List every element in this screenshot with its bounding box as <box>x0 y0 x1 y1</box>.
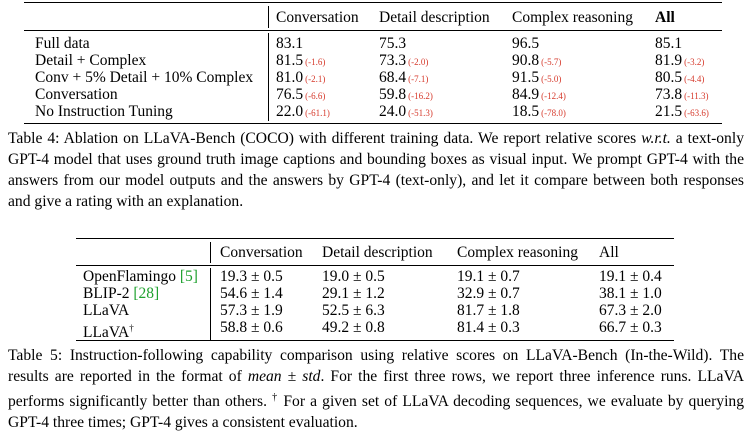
table5-cell: 81.7 ± 1.8 <box>457 302 520 319</box>
table4-header-conversation: Conversation <box>276 9 359 26</box>
table5-caption-text-2: . For the first three rows, we report th… <box>8 368 744 411</box>
citation-link[interactable]: [5] <box>179 268 198 285</box>
table5-caption-label: Table 5: <box>8 347 63 364</box>
table4-cell: 68.4 (-7.1) <box>379 69 429 86</box>
table5-bottom-rule <box>76 340 674 341</box>
table5-caption-text-3: For a given set of LLaVA decoding sequen… <box>8 393 744 432</box>
table5-header-conversation: Conversation <box>220 244 303 261</box>
table5-row-label: BLIP-2 [28] <box>83 285 160 302</box>
table5-cell: 57.3 ± 1.9 <box>220 302 283 319</box>
table4-row-label: Detail + Complex <box>35 52 147 69</box>
table4-mid-rule <box>24 30 722 31</box>
table5-header-separator <box>210 242 211 263</box>
table4-body-separator <box>268 33 269 121</box>
table4-cell: 22.0 (-61.1) <box>276 103 330 120</box>
table5-mid-rule <box>76 265 674 266</box>
table4-cell: 73.8 (-11.3) <box>655 86 709 103</box>
table5-cell: 19.3 ± 0.5 <box>220 268 283 285</box>
table5-caption-text-1: Instruction-following capability compari… <box>8 347 744 385</box>
dagger-mark: † <box>129 323 134 333</box>
table5-cell: 58.8 ± 0.6 <box>220 319 283 336</box>
citation-link[interactable]: [28] <box>133 285 160 302</box>
table5-header-all: All <box>599 244 619 261</box>
table5-cell: 19.1 ± 0.7 <box>457 268 520 285</box>
table4-cell: 83.1 <box>276 35 304 52</box>
table4-cell: 73.3 (-2.0) <box>379 52 429 69</box>
table5-header-complex: Complex reasoning <box>457 244 578 261</box>
table5-cell: 32.9 ± 0.7 <box>457 285 520 302</box>
table4-header-separator <box>268 6 269 28</box>
table5-cell: 19.1 ± 0.4 <box>599 268 662 285</box>
table4-cell: 80.5 (-4.4) <box>655 69 705 86</box>
table4-cell: 59.8 (-16.2) <box>379 86 433 103</box>
table4-row-label: Conv + 5% Detail + 10% Complex <box>35 69 254 86</box>
table4-cell: 90.8 (-5.7) <box>512 52 562 69</box>
table4-top-rule <box>24 2 722 3</box>
table5-caption-format: mean ± std <box>247 368 321 385</box>
table4-cell: 24.0 (-51.3) <box>379 103 433 120</box>
table4-cell: 85.1 <box>655 35 683 52</box>
table4-cell: 84.9 (-12.4) <box>512 86 566 103</box>
table5-cell: 38.1 ± 1.0 <box>599 285 662 302</box>
table4-caption-text-1: Ablation on LLaVA-Bench (COCO) with diff… <box>63 130 637 147</box>
table4-cell: 76.5 (-6.6) <box>276 86 326 103</box>
dagger-mark: † <box>272 392 279 403</box>
table4-caption: Table 4: Ablation on LLaVA-Bench (COCO) … <box>8 128 744 212</box>
table5-cell: 52.5 ± 6.3 <box>322 302 385 319</box>
table4-caption-text-2: a text-only GPT-4 model that uses ground… <box>8 130 744 210</box>
table4-caption-wrt: w.r.t. <box>641 130 671 147</box>
table4-cell: 21.5 (-63.6) <box>655 103 709 120</box>
table5-cell: 81.4 ± 0.3 <box>457 319 520 336</box>
table5-cell: 67.3 ± 2.0 <box>599 302 662 319</box>
table4-header-all: All <box>655 9 675 26</box>
table4-cell: 96.5 <box>512 35 540 52</box>
table4-cell: 91.5 (-5.0) <box>512 69 562 86</box>
table4-caption-label: Table 4: <box>8 130 60 147</box>
table5-cell: 29.1 ± 1.2 <box>322 285 385 302</box>
table5-cell: 66.7 ± 0.3 <box>599 319 662 336</box>
table5-body-separator <box>210 268 211 340</box>
table4-row-label: No Instruction Tuning <box>35 103 173 120</box>
table5-row-label: LLaVA <box>83 302 130 319</box>
table5-caption: Table 5: Instruction-following capabilit… <box>8 345 744 433</box>
table5-cell: 19.0 ± 0.5 <box>322 268 385 285</box>
table4-bottom-rule <box>24 123 722 124</box>
table4-cell: 81.0 (-2.1) <box>276 69 326 86</box>
table4-cell: 75.3 <box>379 35 407 52</box>
table5-header-detail: Detail description <box>322 244 433 261</box>
table4-header-detail: Detail description <box>379 9 490 26</box>
table5-row-label: LLaVA† <box>83 323 134 342</box>
table4-row-label: Conversation <box>35 86 118 103</box>
table5-cell: 54.6 ± 1.4 <box>220 285 283 302</box>
table4-cell: 81.9 (-3.2) <box>655 52 705 69</box>
table5-row-label: OpenFlamingo [5] <box>83 268 198 285</box>
table4-cell: 18.5 (-78.0) <box>512 103 566 120</box>
table4-header-complex: Complex reasoning <box>512 9 633 26</box>
table4-row-label: Full data <box>35 35 90 52</box>
table5-top-rule <box>76 238 674 239</box>
table4-cell: 81.5 (-1.6) <box>276 52 326 69</box>
table5-cell: 49.2 ± 0.8 <box>322 319 385 336</box>
